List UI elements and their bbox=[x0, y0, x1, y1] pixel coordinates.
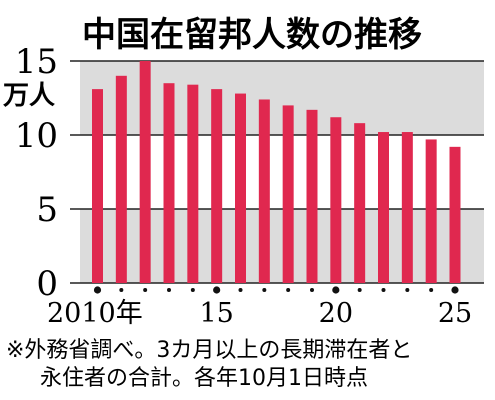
year-dot-4 bbox=[190, 288, 195, 292]
bar-4 bbox=[187, 84, 199, 284]
year-dot-10 bbox=[332, 286, 340, 294]
bar-14 bbox=[425, 139, 437, 283]
bar-8 bbox=[282, 105, 294, 284]
bar-12 bbox=[378, 132, 389, 283]
year-dot-3 bbox=[167, 288, 171, 292]
x-tick-15: 25 bbox=[438, 298, 472, 329]
year-dot-12 bbox=[381, 288, 386, 292]
bar-3 bbox=[163, 83, 175, 283]
note-line-1: ※外務省調べ。3カ月以上の長期滞在者と bbox=[6, 338, 412, 363]
bar-0 bbox=[92, 89, 103, 284]
year-dot-9 bbox=[310, 288, 314, 292]
chart-title: 中国在留邦人数の推移 bbox=[82, 15, 422, 55]
bar-13 bbox=[401, 132, 413, 283]
y-unit-label: 万人 bbox=[3, 81, 55, 111]
year-dots bbox=[93, 286, 459, 294]
year-dot-6 bbox=[238, 288, 243, 292]
bar-1 bbox=[115, 75, 127, 283]
grid-lines bbox=[70, 60, 484, 284]
year-dot-11 bbox=[357, 288, 362, 292]
y-tick-0: 0 bbox=[36, 264, 58, 304]
x-tick-10: 20 bbox=[319, 298, 353, 329]
bar-2 bbox=[139, 61, 151, 283]
bar-7 bbox=[258, 99, 270, 283]
note-line-2: 永住者の合計。各年10月1日時点 bbox=[40, 366, 368, 391]
year-dot-2 bbox=[143, 288, 148, 292]
year-dot-13 bbox=[405, 288, 410, 292]
x-tick-5: 15 bbox=[199, 298, 233, 329]
bar-5 bbox=[211, 89, 223, 284]
bar-11 bbox=[354, 123, 366, 283]
bar-15 bbox=[449, 146, 461, 283]
y-tick-10: 10 bbox=[15, 116, 58, 156]
bar-6 bbox=[235, 93, 246, 283]
year-dot-7 bbox=[262, 288, 267, 292]
year-dot-14 bbox=[429, 288, 434, 292]
bar-10 bbox=[330, 117, 342, 284]
year-dot-8 bbox=[286, 288, 291, 292]
y-tick-15: 15 bbox=[15, 42, 58, 82]
year-dot-0 bbox=[93, 286, 102, 294]
year-dot-1 bbox=[119, 288, 124, 292]
year-dot-5 bbox=[213, 286, 221, 294]
y-tick-labels: 0 5 10 15 bbox=[15, 42, 58, 304]
x-tick-labels: 2010年 15 20 25 bbox=[47, 298, 472, 329]
y-tick-5: 5 bbox=[36, 190, 58, 230]
x-tick-0: 2010年 bbox=[47, 298, 143, 329]
bar-9 bbox=[306, 109, 318, 283]
year-dot-15 bbox=[451, 286, 459, 294]
bars bbox=[92, 61, 461, 284]
